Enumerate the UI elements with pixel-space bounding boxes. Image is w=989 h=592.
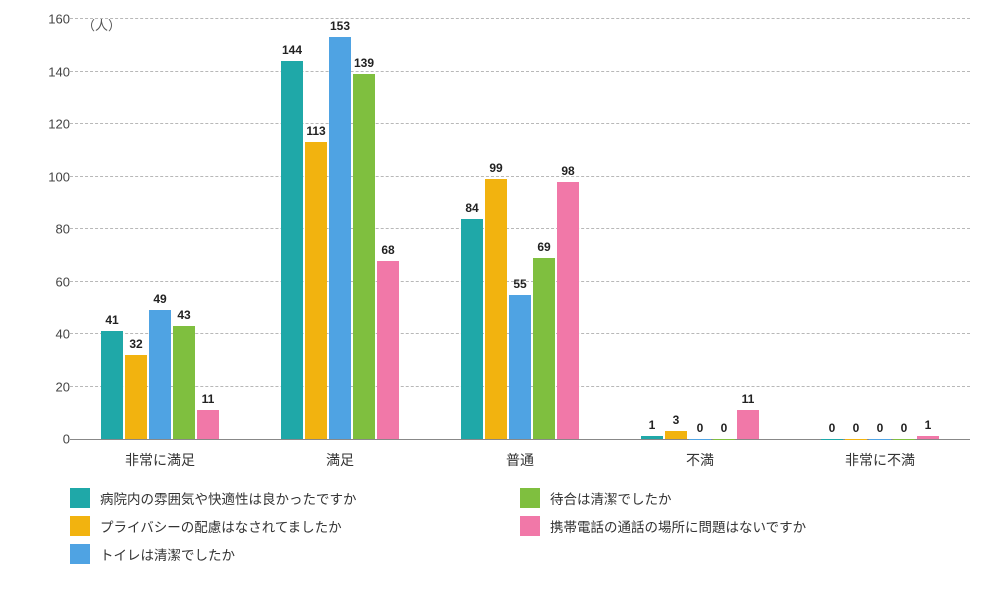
legend-item: トイレは清潔でしたか: [70, 544, 520, 564]
bar: 43: [173, 326, 195, 439]
x-tick-label: 不満: [610, 440, 790, 470]
bar-group: 4132494311: [70, 20, 250, 439]
bar: 41: [101, 331, 123, 439]
bar: 1: [917, 436, 939, 439]
bar-value-label: 43: [177, 308, 190, 322]
bar-value-label: 68: [381, 243, 394, 257]
bar-value-label: 144: [282, 43, 302, 57]
bar-value-label: 0: [721, 421, 728, 435]
bar-group: 8499556998: [430, 20, 610, 439]
bar: 84: [461, 219, 483, 440]
y-tick-label: 140: [35, 64, 70, 79]
bar-group: 14411315313968: [250, 20, 430, 439]
bar: 49: [149, 310, 171, 439]
bar: 69: [533, 258, 555, 439]
bar: 1: [641, 436, 663, 439]
bar-value-label: 99: [489, 161, 502, 175]
bar-value-label: 32: [129, 337, 142, 351]
bar-value-label: 139: [354, 56, 374, 70]
bar: 55: [509, 295, 531, 439]
bar-value-label: 1: [649, 418, 656, 432]
y-tick-label: 120: [35, 117, 70, 132]
bar-value-label: 11: [202, 392, 215, 406]
bar: 0: [821, 439, 843, 440]
legend-swatch: [520, 488, 540, 508]
legend-item: 病院内の雰囲気や快適性は良かったですか: [70, 488, 520, 508]
bar-value-label: 84: [465, 201, 478, 215]
y-tick-label: 160: [35, 12, 70, 27]
legend-swatch: [70, 516, 90, 536]
bar: 11: [737, 410, 759, 439]
bar: 3: [665, 431, 687, 439]
bar-value-label: 3: [673, 413, 680, 427]
x-tick-label: 普通: [430, 440, 610, 470]
bar-group: 130011: [610, 20, 790, 439]
plot-area: 020406080100120140160 413249431114411315…: [70, 20, 970, 440]
bar: 0: [869, 439, 891, 440]
bar-value-label: 41: [105, 313, 118, 327]
bar: 113: [305, 142, 327, 439]
x-tick-label: 満足: [250, 440, 430, 470]
bar-value-label: 113: [306, 124, 325, 138]
legend-label: 病院内の雰囲気や快適性は良かったですか: [100, 488, 357, 508]
bar-value-label: 1: [925, 418, 932, 432]
bar-value-label: 0: [877, 421, 884, 435]
x-tick-label: 非常に満足: [70, 440, 250, 470]
bar-value-label: 0: [829, 421, 836, 435]
bar-group: 00001: [790, 20, 970, 439]
y-tick-label: 20: [35, 379, 70, 394]
legend-item: 待合は清潔でしたか: [520, 488, 970, 508]
bar: 99: [485, 179, 507, 439]
bar: 0: [845, 439, 867, 440]
legend: 病院内の雰囲気や快適性は良かったですかプライバシーの配慮はなされてましたかトイレ…: [70, 488, 970, 572]
bar-value-label: 0: [901, 421, 908, 435]
bar-value-label: 153: [330, 19, 350, 33]
bar: 32: [125, 355, 147, 439]
bar-value-label: 0: [853, 421, 860, 435]
legend-label: 待合は清潔でしたか: [550, 488, 672, 508]
y-tick-label: 60: [35, 274, 70, 289]
legend-swatch: [70, 544, 90, 564]
legend-label: プライバシーの配慮はなされてましたか: [100, 516, 342, 536]
bar-chart: （人） 020406080100120140160 41324943111441…: [20, 20, 970, 572]
bar-value-label: 11: [742, 392, 755, 406]
bar-value-label: 0: [697, 421, 704, 435]
legend-item: 携帯電話の通話の場所に問題はないですか: [520, 516, 970, 536]
y-tick-label: 40: [35, 327, 70, 342]
bar-value-label: 98: [561, 164, 574, 178]
legend-swatch: [70, 488, 90, 508]
bar-value-label: 69: [537, 240, 550, 254]
legend-item: プライバシーの配慮はなされてましたか: [70, 516, 520, 536]
y-tick-label: 0: [35, 432, 70, 447]
legend-label: 携帯電話の通話の場所に問題はないですか: [550, 516, 806, 536]
bar: 11: [197, 410, 219, 439]
x-tick-label: 非常に不満: [790, 440, 970, 470]
bar: 0: [893, 439, 915, 440]
bar: 153: [329, 37, 351, 439]
bar: 139: [353, 74, 375, 439]
bar: 0: [689, 439, 711, 440]
bar-value-label: 49: [153, 292, 166, 306]
bar: 68: [377, 261, 399, 440]
y-tick-label: 100: [35, 169, 70, 184]
legend-label: トイレは清潔でしたか: [100, 544, 235, 564]
legend-swatch: [520, 516, 540, 536]
x-axis-labels: 非常に満足満足普通不満非常に不満: [70, 440, 970, 470]
bar: 98: [557, 182, 579, 439]
bar: 0: [713, 439, 735, 440]
y-tick-label: 80: [35, 222, 70, 237]
bar: 144: [281, 61, 303, 439]
bar-value-label: 55: [513, 277, 526, 291]
gridline: [70, 18, 970, 19]
